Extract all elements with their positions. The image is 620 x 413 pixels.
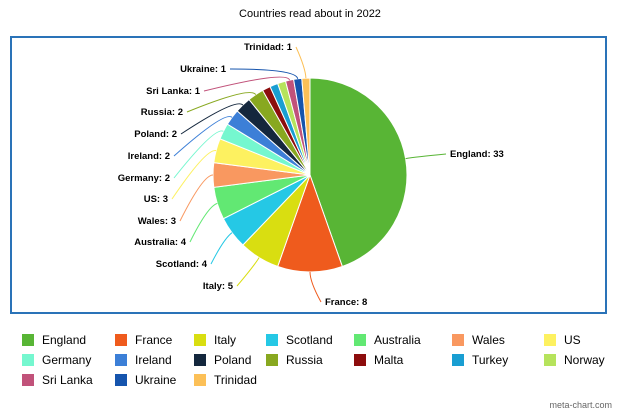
legend-item: Australia xyxy=(354,331,421,349)
legend-swatch xyxy=(452,334,464,346)
legend-label: Australia xyxy=(374,333,421,347)
legend-label: Ukraine xyxy=(135,373,177,387)
leader-line xyxy=(186,92,257,113)
data-label: England: 33 xyxy=(450,149,504,160)
legend-item: Sri Lanka xyxy=(22,371,93,389)
legend-swatch xyxy=(544,334,556,346)
legend-label: Wales xyxy=(472,333,505,347)
data-label: Wales: 3 xyxy=(138,216,176,227)
legend-item: Scotland xyxy=(266,331,333,349)
leader-line xyxy=(203,76,291,92)
legend-label: Malta xyxy=(374,353,404,367)
legend-swatch xyxy=(452,354,464,366)
legend-swatch xyxy=(354,354,366,366)
legend-item: Malta xyxy=(354,351,403,369)
credit-text: meta-chart.com xyxy=(549,400,612,410)
data-label: France: 8 xyxy=(325,297,367,308)
data-label: Sri Lanka: 1 xyxy=(146,86,201,97)
legend-item: Poland xyxy=(194,351,251,369)
data-label: Ukraine: 1 xyxy=(180,64,227,75)
legend-item: Germany xyxy=(22,351,91,369)
legend-item: Italy xyxy=(194,331,236,349)
legend-label: Norway xyxy=(564,353,605,367)
legend-item: France xyxy=(115,331,172,349)
legend-item: US xyxy=(544,331,581,349)
leader-line xyxy=(171,150,217,200)
legend-item: Trinidad xyxy=(194,371,257,389)
legend-item: Norway xyxy=(544,351,605,369)
data-label: Russia: 2 xyxy=(141,107,183,118)
legend-swatch xyxy=(22,374,34,386)
legend-swatch xyxy=(115,374,127,386)
legend-item: Ukraine xyxy=(115,371,176,389)
legend-swatch xyxy=(194,374,206,386)
legend-item: Ireland xyxy=(115,351,172,369)
legend-label: Italy xyxy=(214,333,237,347)
legend-label: Scotland xyxy=(286,333,333,347)
legend-item: England xyxy=(22,331,86,349)
leader-line xyxy=(179,174,214,222)
legend-swatch xyxy=(115,354,127,366)
legend-swatch xyxy=(544,354,556,366)
legend-label: England xyxy=(42,333,87,347)
legend-swatch xyxy=(266,354,278,366)
legend-label: US xyxy=(564,333,581,347)
leader-line xyxy=(229,68,299,80)
legend-swatch xyxy=(22,354,34,366)
legend-label: Russia xyxy=(286,353,323,367)
chart-frame xyxy=(10,36,607,314)
legend-item: Wales xyxy=(452,331,505,349)
legend-label: Germany xyxy=(42,353,92,367)
data-label: Poland: 2 xyxy=(134,129,177,140)
data-label: Scotland: 4 xyxy=(156,259,208,270)
pie-chart: England: 33 France: 8 Italy: 5 Scotland: 4 A… xyxy=(118,42,504,308)
legend-item: Russia xyxy=(266,351,323,369)
legend-swatch xyxy=(354,334,366,346)
legend-swatch xyxy=(22,334,34,346)
data-label: Germany: 2 xyxy=(118,173,170,184)
data-label: Italy: 5 xyxy=(203,281,234,292)
leader-line xyxy=(295,46,307,79)
legend-label: France xyxy=(135,333,173,347)
leader-line xyxy=(180,103,244,135)
chart-title: Countries read about in 2022 xyxy=(239,8,381,20)
leader-line xyxy=(309,271,322,303)
chart-legend: England France Italy Scotland Australia Wales… xyxy=(22,331,612,393)
data-label: Ireland: 2 xyxy=(128,151,170,162)
legend-swatch xyxy=(266,334,278,346)
leader-line xyxy=(405,153,447,160)
legend-swatch xyxy=(115,334,127,346)
pie-slice-france xyxy=(277,173,343,273)
leader-line xyxy=(210,232,233,265)
leader-line xyxy=(173,116,233,157)
leader-line xyxy=(173,130,224,179)
legend-label: Poland xyxy=(214,353,252,367)
legend-label: Sri Lanka xyxy=(42,373,93,387)
legend-label: Turkey xyxy=(472,353,509,367)
legend-label: Trinidad xyxy=(214,373,257,387)
leader-line xyxy=(189,202,218,243)
data-label: US: 3 xyxy=(144,194,168,205)
legend-item: Turkey xyxy=(452,351,508,369)
legend-swatch xyxy=(194,334,206,346)
leader-line xyxy=(236,257,260,287)
legend-label: Ireland xyxy=(135,353,172,367)
data-label: Australia: 4 xyxy=(134,237,186,248)
data-label: Trinidad: 1 xyxy=(244,42,293,53)
legend-swatch xyxy=(194,354,206,366)
